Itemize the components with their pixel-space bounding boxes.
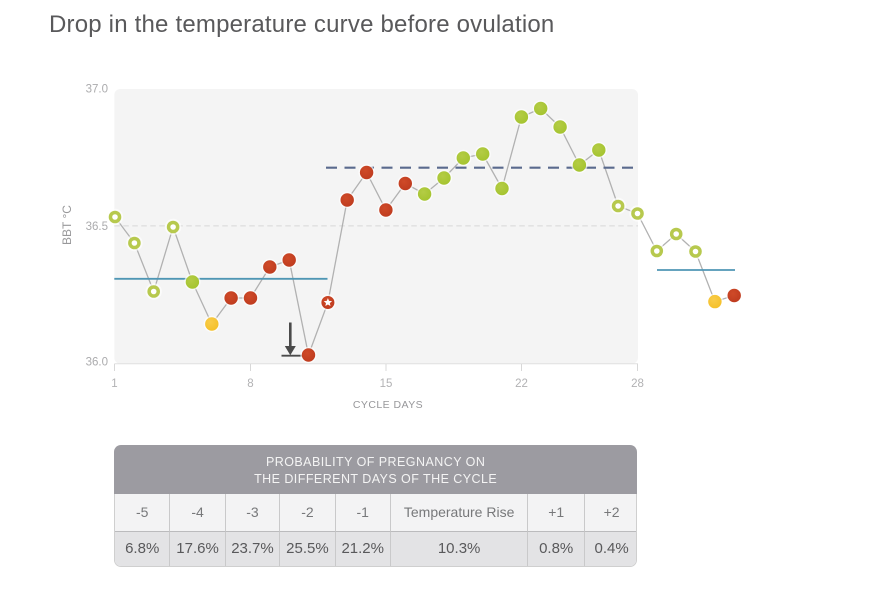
- svg-text:37.0: 37.0: [86, 84, 108, 96]
- svg-text:15: 15: [380, 378, 393, 390]
- svg-text:36.5: 36.5: [86, 221, 108, 233]
- svg-text:CYCLE DAYS: CYCLE DAYS: [353, 399, 423, 411]
- svg-text:36.0: 36.0: [86, 357, 108, 369]
- svg-text:8: 8: [247, 378, 253, 390]
- svg-text:22: 22: [515, 378, 528, 390]
- svg-text:BBT °C: BBT °C: [60, 205, 74, 245]
- svg-text:28: 28: [631, 378, 644, 390]
- svg-text:1: 1: [111, 378, 117, 390]
